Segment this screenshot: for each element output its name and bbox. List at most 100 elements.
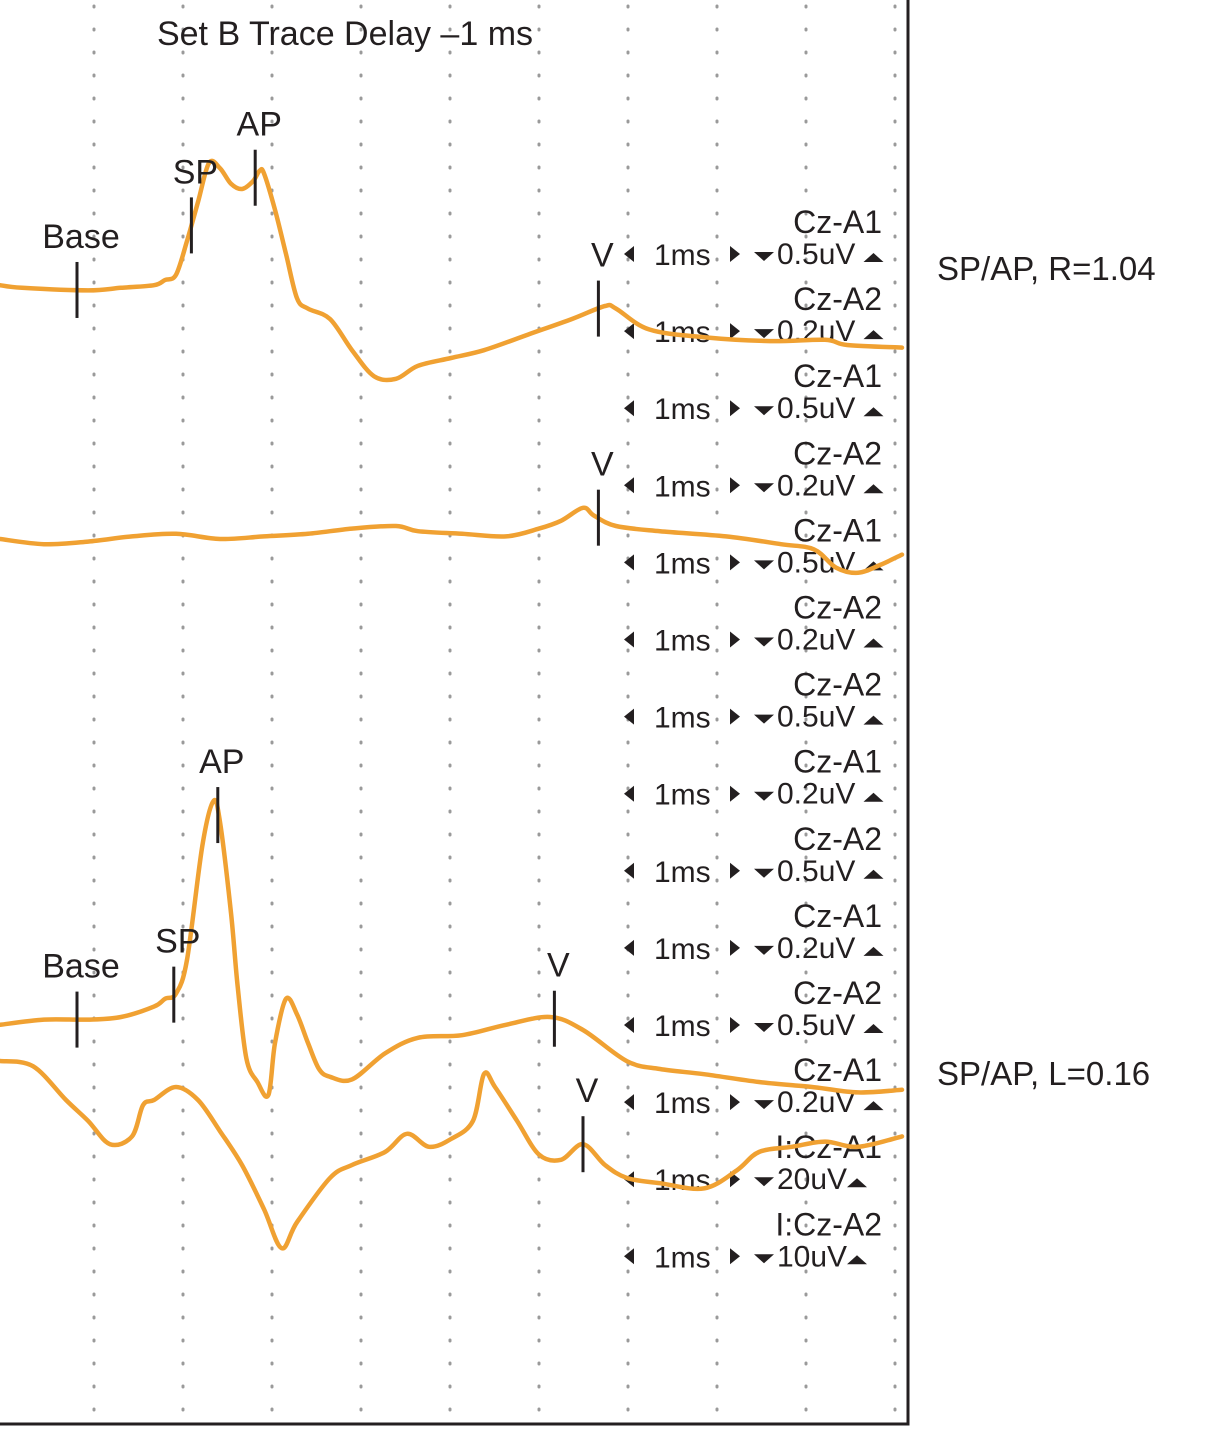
amplitude-scale-label: 0.5uV bbox=[777, 392, 855, 425]
time-right-arrow-icon bbox=[730, 400, 740, 417]
channel-row: Cz-A2 1ms 0.5uV bbox=[624, 667, 884, 735]
plot-frame bbox=[0, 0, 910, 1426]
time-scale-label: 1ms bbox=[654, 1164, 711, 1197]
time-left-arrow-icon bbox=[624, 1094, 634, 1111]
channel-row: Cz-A2 1ms 0.5uV bbox=[624, 821, 884, 889]
time-right-arrow-icon bbox=[730, 246, 740, 262]
time-scale-label: 1ms bbox=[654, 470, 711, 503]
time-scale-label: 1ms bbox=[654, 239, 711, 272]
peak-marker: Base bbox=[42, 218, 120, 318]
marker-label: V bbox=[547, 947, 570, 985]
marker-label: V bbox=[591, 446, 614, 484]
time-right-arrow-icon bbox=[730, 785, 740, 802]
time-scale-label: 1ms bbox=[654, 702, 711, 735]
scale-up-arrow-icon bbox=[863, 484, 884, 494]
scale-down-arrow-icon bbox=[754, 1023, 774, 1032]
peak-marker: V bbox=[547, 947, 570, 1047]
scale-down-arrow-icon bbox=[754, 1177, 774, 1187]
channel-name: Cz-A2 bbox=[793, 667, 882, 703]
time-right-arrow-icon bbox=[730, 631, 740, 648]
scale-down-arrow-icon bbox=[754, 714, 774, 724]
scale-up-arrow-icon bbox=[863, 330, 884, 340]
time-left-arrow-icon bbox=[624, 554, 634, 571]
channel-row: Cz-A1 1ms 0.5uV bbox=[624, 204, 884, 272]
channel-row: Cz-A2 1ms 0.5uV bbox=[624, 975, 884, 1043]
time-scale-label: 1ms bbox=[654, 933, 711, 966]
channel-name: Cz-A2 bbox=[793, 590, 882, 626]
time-scale-label: 1ms bbox=[654, 547, 711, 580]
channel-name: Cz-A1 bbox=[793, 512, 882, 548]
scale-up-arrow-icon bbox=[847, 1255, 867, 1265]
scale-down-arrow-icon bbox=[754, 945, 774, 955]
sp-ap-ratio-label: SP/AP, L=0.16 bbox=[937, 1055, 1150, 1092]
time-left-arrow-icon bbox=[624, 246, 634, 262]
amplitude-scale-label: 0.2uV bbox=[777, 624, 855, 657]
time-left-arrow-icon bbox=[624, 1017, 634, 1033]
scale-up-arrow-icon bbox=[863, 1101, 884, 1111]
time-left-arrow-icon bbox=[624, 400, 634, 417]
marker-label: AP bbox=[237, 106, 282, 144]
time-scale-label: 1ms bbox=[654, 625, 711, 658]
amplitude-scale-label: 0.5uV bbox=[777, 855, 855, 888]
amplitude-scale-label: 0.5uV bbox=[777, 1009, 855, 1042]
time-left-arrow-icon bbox=[624, 323, 634, 340]
marker-label: Base bbox=[42, 218, 120, 256]
channel-name: Cz-A1 bbox=[793, 358, 882, 394]
waveform-trace bbox=[0, 505, 905, 576]
amplitude-scale-label: 0.2uV bbox=[777, 469, 855, 502]
amplitude-scale-label: 0.5uV bbox=[777, 701, 855, 734]
scale-up-arrow-icon bbox=[863, 869, 884, 879]
time-left-arrow-icon bbox=[624, 939, 634, 956]
channel-name: I:Cz-A2 bbox=[775, 1206, 882, 1242]
scale-up-arrow-icon bbox=[863, 1024, 884, 1033]
scale-down-arrow-icon bbox=[754, 868, 774, 878]
time-left-arrow-icon bbox=[624, 785, 634, 802]
scale-up-arrow-icon bbox=[863, 715, 884, 725]
peak-marker: AP bbox=[199, 743, 244, 844]
marker-label: Base bbox=[42, 948, 120, 986]
chart-title: Set B Trace Delay –1 ms bbox=[157, 15, 533, 53]
channel-name: Cz-A1 bbox=[793, 204, 882, 240]
amplitude-scale-label: 20uV bbox=[777, 1163, 847, 1196]
grid-lines bbox=[92, 4, 897, 1417]
peak-marker: AP bbox=[237, 106, 282, 206]
waveform-trace bbox=[0, 1058, 905, 1251]
marker-label: V bbox=[591, 237, 614, 275]
scale-up-arrow-icon bbox=[863, 792, 884, 802]
peak-marker: V bbox=[591, 446, 614, 546]
channel-name: Cz-A2 bbox=[793, 975, 882, 1011]
peak-markers: Base SP AP V V Base SP AP V V bbox=[42, 106, 614, 1173]
scale-down-arrow-icon bbox=[754, 329, 774, 339]
scale-up-arrow-icon bbox=[847, 1178, 867, 1188]
time-right-arrow-icon bbox=[730, 1017, 740, 1033]
channel-name: Cz-A1 bbox=[793, 898, 882, 934]
scale-down-arrow-icon bbox=[754, 406, 774, 416]
channel-name: Cz-A2 bbox=[793, 821, 882, 857]
time-scale-label: 1ms bbox=[654, 856, 711, 889]
amplitude-scale-label: 10uV bbox=[777, 1240, 847, 1273]
channel-row: Cz-A1 1ms 0.2uV bbox=[624, 898, 884, 966]
amplitude-scale-label: 0.2uV bbox=[777, 778, 855, 811]
scale-down-arrow-icon bbox=[754, 560, 774, 570]
amplitude-scale-label: 0.2uV bbox=[777, 932, 855, 965]
scale-up-arrow-icon bbox=[863, 407, 884, 417]
channel-name: Cz-A1 bbox=[793, 1052, 882, 1088]
peak-marker: Base bbox=[42, 948, 120, 1048]
amplitude-scale-label: 0.5uV bbox=[777, 238, 855, 271]
time-scale-label: 1ms bbox=[654, 779, 711, 812]
marker-label: AP bbox=[199, 743, 244, 781]
scale-down-arrow-icon bbox=[754, 1254, 774, 1264]
marker-label: SP bbox=[155, 923, 200, 961]
time-left-arrow-icon bbox=[624, 477, 634, 494]
channel-name: Cz-A2 bbox=[793, 281, 882, 317]
time-right-arrow-icon bbox=[730, 554, 740, 571]
scale-down-arrow-icon bbox=[754, 483, 774, 493]
peak-marker: V bbox=[576, 1072, 599, 1173]
